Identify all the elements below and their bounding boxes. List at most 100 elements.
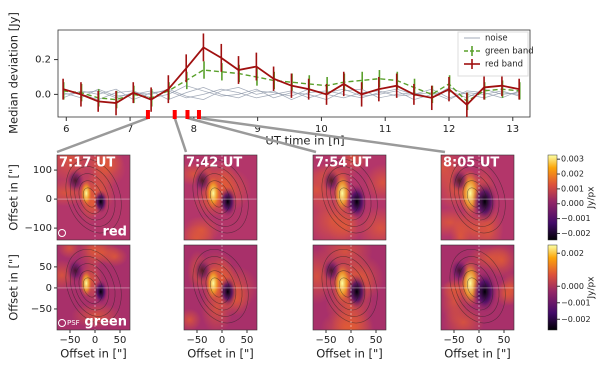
x-tick-label: 0	[92, 335, 98, 346]
x-tick-label: −50	[59, 335, 80, 346]
x-tick-label: −50	[186, 335, 207, 346]
legend-box	[457, 31, 529, 77]
y-tick-label: 0	[46, 194, 52, 205]
contour	[334, 180, 359, 214]
colorbar-tick-label: 0.002	[561, 249, 584, 258]
colorbar-tick-label: 0.003	[561, 155, 584, 164]
heatmap	[57, 155, 130, 240]
x-tick-label: 6	[63, 124, 69, 135]
legend-label: green band	[485, 47, 534, 57]
contour	[74, 263, 110, 311]
y-tick-label: −100	[25, 223, 52, 234]
x-axis-label: Offset in ["]	[316, 347, 383, 361]
y-tick-label: 50	[39, 262, 52, 273]
y-tick-label: 0.0	[35, 89, 51, 100]
colorbar-label: Jy/px	[587, 276, 597, 300]
observation-marker	[185, 110, 190, 119]
heatmap-dark	[93, 189, 108, 214]
heatmap	[184, 245, 257, 330]
heatmap-dark	[219, 276, 237, 307]
x-tick-label: 0	[348, 335, 354, 346]
contour	[334, 270, 359, 304]
legend-label: red band	[485, 60, 523, 70]
y-tick-label: 0.2	[35, 55, 51, 66]
contour	[462, 180, 487, 214]
panel-frame	[183, 244, 258, 331]
psf-circle	[58, 319, 66, 327]
observation-marker	[196, 110, 201, 119]
contour	[69, 256, 116, 317]
colorbar-tick-label: −0.001	[561, 214, 591, 223]
contour	[458, 263, 494, 311]
contour	[69, 166, 116, 227]
x-tick-label: 50	[114, 335, 127, 346]
heatmap	[313, 155, 386, 240]
contour	[78, 270, 103, 304]
image-panel	[312, 154, 387, 241]
image-panel	[56, 244, 131, 331]
contour	[453, 256, 500, 317]
contour	[458, 173, 494, 221]
noise-line	[63, 87, 520, 100]
contour	[205, 180, 230, 214]
colorbar	[547, 154, 558, 241]
colorbar-tick-label: 0.002	[561, 170, 584, 179]
x-tick-label: 0	[476, 335, 482, 346]
contour	[65, 249, 122, 324]
heatmap-blob	[494, 280, 514, 307]
image-panel	[440, 244, 515, 331]
heatmap-dark	[346, 273, 368, 310]
connector	[173, 117, 188, 153]
heatmap-blob	[184, 215, 220, 240]
heatmap	[57, 245, 130, 330]
panel-frame	[312, 154, 387, 241]
contour	[82, 277, 97, 298]
heatmap-bright	[80, 179, 93, 208]
x-tick-label: 0	[219, 335, 225, 346]
heatmap-blob	[184, 308, 202, 330]
panel-title: 7:17 UT	[59, 156, 115, 171]
connector	[198, 116, 446, 154]
psf-circle	[58, 229, 66, 237]
contour	[209, 277, 224, 298]
contour	[325, 256, 372, 317]
contour	[78, 180, 103, 214]
panel-frame	[440, 244, 515, 331]
contour	[449, 249, 506, 324]
series-line	[63, 69, 520, 103]
contour	[325, 166, 372, 227]
x-tick-label: 8	[191, 124, 197, 135]
heatmap-blob	[57, 245, 81, 259]
contour	[466, 277, 481, 298]
heatmap	[313, 245, 386, 330]
y-axis-label: Median deviation [Jy]	[7, 12, 21, 134]
x-axis-label: Offset in ["]	[60, 347, 127, 361]
image-panel	[440, 154, 515, 241]
x-tick-label: 11	[379, 124, 392, 135]
colorbar-tick-label: 0.000	[561, 199, 584, 208]
image-panel	[183, 244, 258, 331]
y-axis-label: Offset in ["]	[7, 254, 21, 321]
x-axis-label: Offset in ["]	[444, 347, 511, 361]
x-tick-label: 50	[370, 335, 383, 346]
colorbar-tick-label: 0.000	[561, 282, 584, 291]
contour	[201, 263, 237, 311]
x-tick-label: 13	[506, 124, 519, 135]
x-tick-label: 50	[241, 335, 254, 346]
contour	[462, 270, 487, 304]
connector	[56, 116, 149, 154]
image-panel	[312, 244, 387, 331]
panel-frame	[183, 154, 258, 241]
observation-marker	[145, 110, 150, 119]
heatmap	[441, 245, 514, 330]
x-tick-label: 7	[127, 124, 133, 135]
contour	[201, 173, 237, 221]
panel-title: 7:42 UT	[186, 156, 242, 171]
x-tick-label: 50	[498, 335, 511, 346]
contour	[192, 249, 249, 324]
panel-frame	[56, 154, 131, 241]
heatmap-dark	[472, 270, 498, 313]
x-tick-label: −50	[443, 335, 464, 346]
contour	[449, 159, 506, 234]
